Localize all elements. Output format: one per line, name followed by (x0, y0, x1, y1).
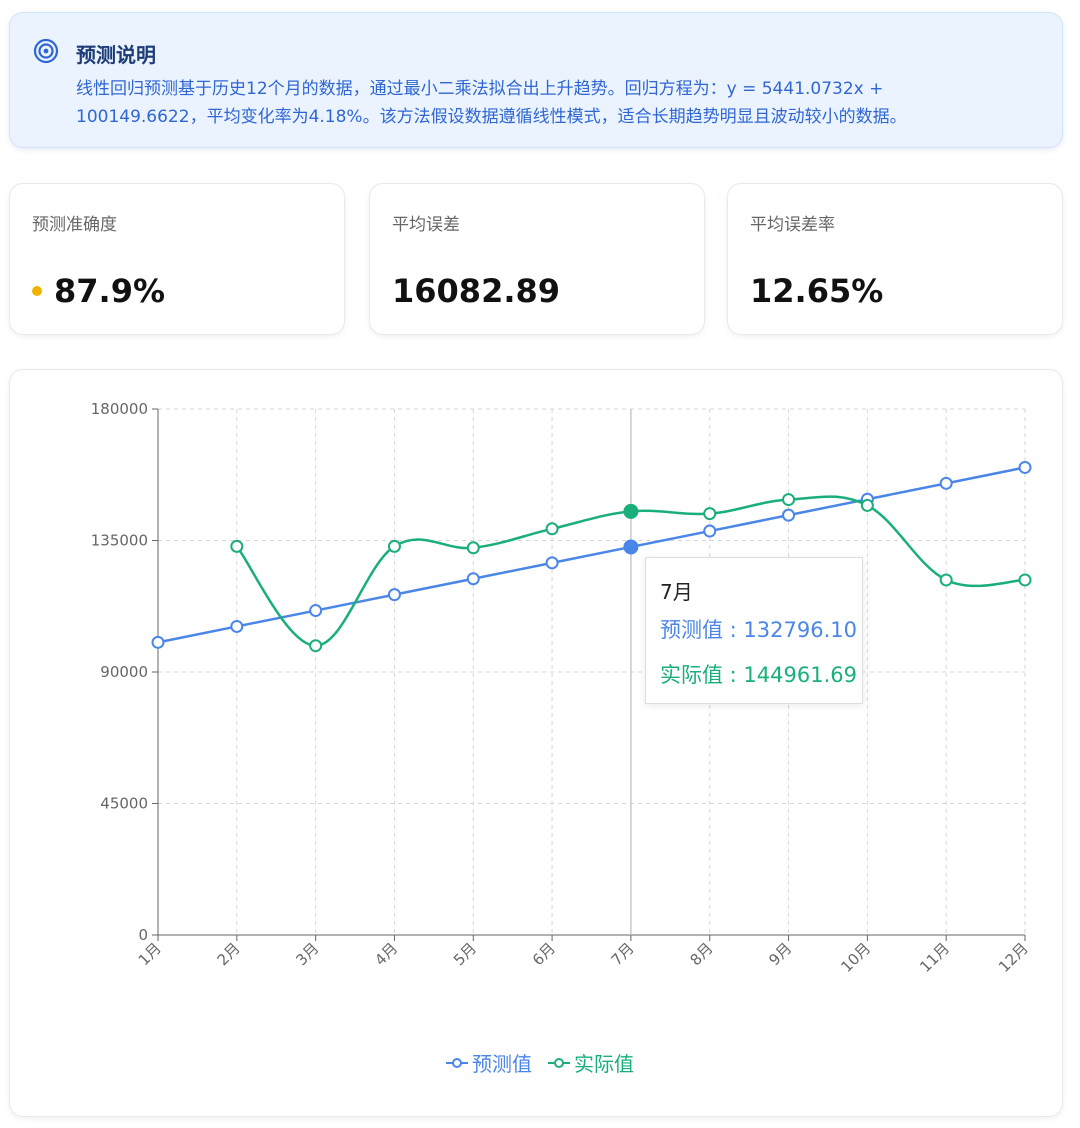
metric-label: 平均误差 (392, 215, 460, 235)
metric-card-mean-error: 平均误差 16082.89 (369, 183, 705, 335)
data-point-predicted (466, 572, 480, 586)
y-tick-label: 135000 (91, 532, 148, 550)
metric-value: 87.9% (32, 272, 165, 310)
data-point-predicted (387, 588, 401, 602)
chart-legend: 预测值 实际值 (0, 1048, 1080, 1077)
y-tick-label: 90000 (100, 663, 148, 681)
legend-line-marker-icon (446, 1057, 468, 1068)
data-point-predicted (230, 619, 244, 633)
x-tick-label: 8月 (686, 939, 716, 969)
data-point-actual (623, 503, 639, 519)
metric-value-text: 87.9% (54, 272, 166, 310)
x-tick-label: 10月 (837, 939, 874, 976)
target-icon (33, 38, 59, 64)
x-tick-label: 7月 (608, 939, 638, 969)
tooltip-actual: 实际值 : 144961.69 (660, 663, 857, 687)
info-title: 预测说明 (76, 43, 156, 67)
data-point-predicted (545, 556, 559, 570)
status-dot (32, 286, 42, 296)
series-line-actual (235, 495, 1026, 647)
data-point-actual (309, 639, 323, 653)
data-point-actual (939, 573, 953, 587)
forecast-info-panel: 预测说明 线性回归预测基于历史12个月的数据，通过最小二乘法拟合出上升趋势。回归… (9, 12, 1063, 148)
x-tick-label: 9月 (765, 939, 795, 969)
legend-item-actual[interactable]: 实际值 (548, 1048, 634, 1077)
x-tick-label: 12月 (995, 939, 1032, 976)
data-point-actual (860, 498, 874, 512)
data-point-actual (545, 522, 559, 536)
data-point-predicted (782, 508, 796, 522)
data-point-actual (1018, 573, 1032, 587)
tooltip-predicted: 预测值 : 132796.10 (660, 618, 857, 642)
x-tick-label: 5月 (450, 939, 480, 969)
y-tick-label: 180000 (91, 400, 148, 418)
data-point-actual (703, 507, 717, 521)
data-point-actual (387, 539, 401, 553)
data-point-predicted (703, 524, 717, 538)
legend-line-marker-icon (548, 1057, 570, 1068)
metric-card-mean-error-rate: 平均误差率 12.65% (727, 183, 1063, 335)
metric-label: 预测准确度 (32, 215, 117, 235)
x-tick-label: 11月 (916, 939, 953, 976)
tooltip-title: 7月 (660, 580, 693, 604)
data-point-predicted (151, 635, 165, 649)
legend-label: 实际值 (574, 1052, 634, 1076)
x-tick-label: 4月 (371, 939, 401, 969)
metric-card-accuracy: 预测准确度 87.9% (9, 183, 345, 335)
x-tick-label: 3月 (292, 939, 322, 969)
data-point-actual (466, 541, 480, 555)
chart-tooltip: 7月 预测值 : 132796.10 实际值 : 144961.69 (645, 557, 863, 704)
series-line-predicted (157, 466, 1026, 644)
data-point-predicted (309, 604, 323, 618)
data-point-predicted (939, 476, 953, 490)
data-point-predicted (623, 539, 639, 555)
x-tick-label: 6月 (529, 939, 559, 969)
metric-value: 12.65% (750, 272, 884, 310)
legend-label: 预测值 (472, 1052, 532, 1076)
data-point-actual (782, 493, 796, 507)
metric-label: 平均误差率 (750, 215, 835, 235)
data-point-actual (230, 539, 244, 553)
chart-card (9, 369, 1063, 1117)
info-description: 线性回归预测基于历史12个月的数据，通过最小二乘法拟合出上升趋势。回归方程为：y… (76, 79, 907, 127)
y-tick-label: 45000 (100, 795, 148, 813)
metric-value: 16082.89 (392, 272, 561, 310)
y-tick-label: 0 (138, 926, 148, 944)
x-tick-label: 2月 (214, 939, 244, 969)
data-point-predicted (1018, 460, 1032, 474)
legend-item-predicted[interactable]: 预测值 (446, 1048, 532, 1077)
